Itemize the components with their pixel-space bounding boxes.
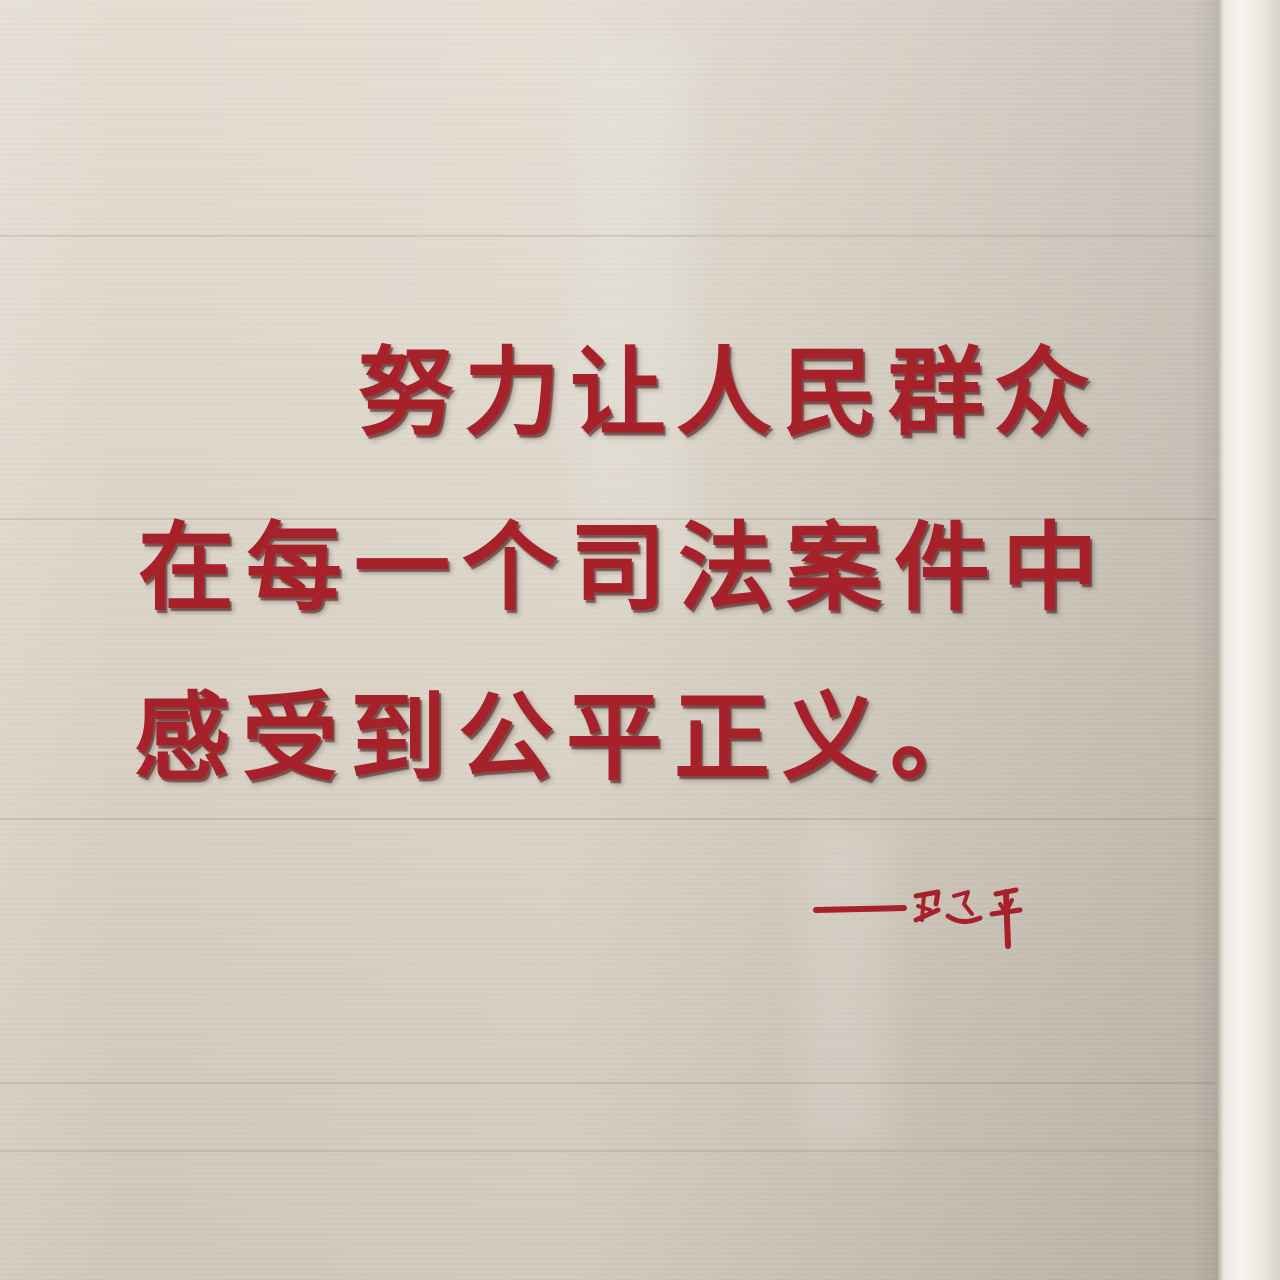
panel-seam — [0, 1082, 1215, 1084]
quote-line-2: 在每一个司法案件中 — [138, 511, 1110, 624]
panel-seam — [0, 235, 1215, 237]
panel-seam — [0, 1150, 1215, 1152]
light-reflection — [800, 820, 890, 1150]
door-frame — [1218, 0, 1280, 1280]
frame-shadow — [1190, 0, 1220, 1280]
panel-seam — [0, 518, 1215, 520]
panel-seam — [0, 818, 1215, 820]
quote-line-1: 努力让人民群众 — [358, 336, 1100, 449]
handwritten-signature — [813, 887, 1023, 949]
light-reflection — [580, 40, 690, 600]
quote-line-3: 感受到公平正义。 — [134, 681, 998, 794]
